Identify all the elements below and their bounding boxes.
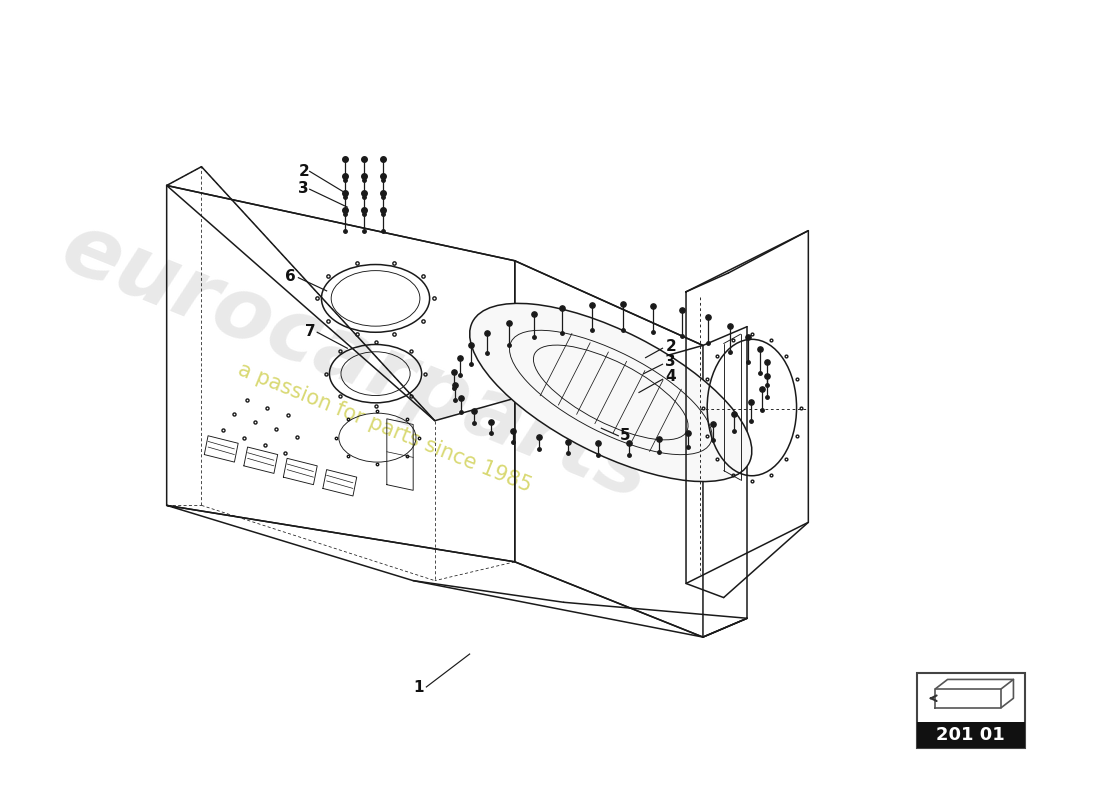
Text: 4: 4 [666, 369, 675, 384]
Text: 2: 2 [666, 339, 676, 354]
Bar [916, 722, 1025, 748]
Text: a passion for parts since 1985: a passion for parts since 1985 [235, 360, 535, 497]
Text: 3: 3 [298, 181, 309, 196]
Text: 3: 3 [666, 354, 675, 369]
Text: 6: 6 [285, 270, 296, 285]
FancyBboxPatch shape [916, 673, 1025, 748]
Text: 5: 5 [620, 427, 630, 442]
Text: 2: 2 [298, 164, 309, 179]
Text: 7: 7 [305, 324, 316, 339]
Text: 201 01: 201 01 [936, 726, 1005, 744]
Ellipse shape [470, 303, 751, 482]
Text: 1: 1 [414, 680, 424, 694]
Text: eurocarparts: eurocarparts [51, 206, 663, 518]
